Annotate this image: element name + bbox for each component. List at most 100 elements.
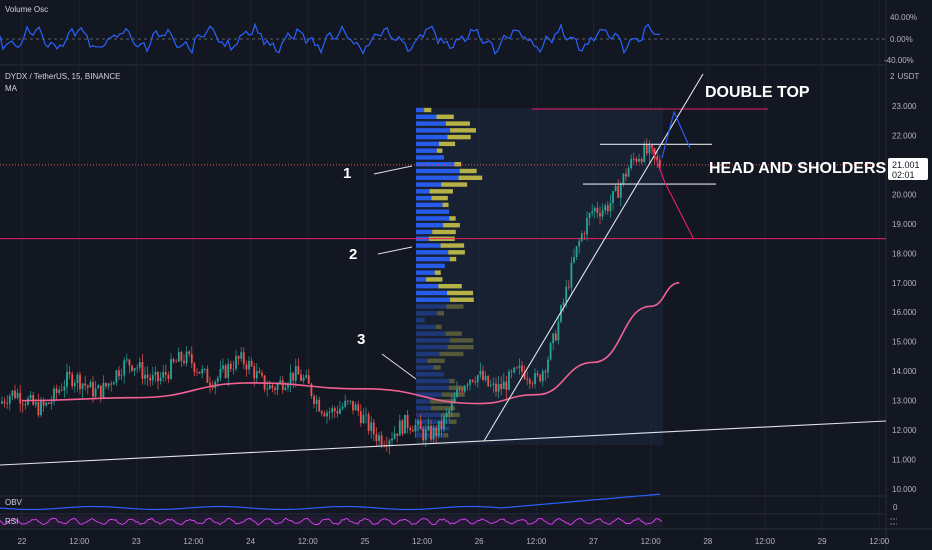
candle-body	[523, 371, 526, 379]
candle-body	[45, 402, 48, 406]
candle-body	[547, 359, 549, 373]
candle-body	[27, 398, 29, 405]
candle-body	[575, 246, 578, 257]
profile-bar-sell	[449, 297, 474, 302]
candle-body	[357, 404, 360, 412]
price-tick: 10.000	[892, 485, 917, 494]
profile-bar-buy	[416, 311, 438, 316]
last-price-badge: 21.001 02:01	[888, 158, 928, 180]
candle-body	[14, 390, 16, 398]
candle-body	[133, 368, 136, 371]
profile-bar-sell	[442, 202, 449, 208]
profile-bar-buy	[416, 378, 450, 384]
profile-bar-buy	[416, 399, 431, 404]
profile-bar-buy	[416, 392, 442, 397]
candle-body	[562, 302, 565, 306]
candle-body	[271, 385, 274, 388]
steep-trendline	[483, 73, 704, 442]
profile-bar-buy	[416, 155, 445, 160]
candle-body	[414, 424, 417, 432]
price-tick: 13.000	[892, 397, 917, 406]
candle-body	[617, 185, 620, 198]
candle-body	[6, 403, 9, 404]
candle-body	[487, 375, 490, 386]
profile-bar-sell	[447, 344, 474, 350]
candle-body	[227, 363, 230, 378]
candle-body	[29, 394, 32, 399]
profile-bar-sell	[439, 351, 464, 357]
candle-body	[138, 362, 141, 368]
profile-bar-buy	[416, 141, 440, 147]
candle-body	[567, 286, 570, 288]
candle-body	[380, 435, 383, 446]
candle-body	[573, 256, 575, 263]
candle-body	[76, 374, 79, 384]
candle-body	[206, 368, 209, 383]
candle-body	[8, 396, 11, 404]
profile-bar-buy	[416, 128, 450, 133]
double-top-label: DOUBLE TOP	[705, 84, 810, 101]
profile-bar-sell	[447, 134, 471, 140]
candle-body	[578, 240, 581, 247]
candle-body	[328, 412, 331, 413]
osc-tick-0: 0.00%	[890, 35, 913, 44]
candle-body	[378, 435, 380, 441]
candle-body	[198, 371, 201, 374]
candle-body	[604, 205, 607, 211]
obv-line	[0, 493, 661, 511]
candle-body	[599, 213, 601, 217]
candle-body	[463, 386, 466, 392]
candle-body	[417, 420, 419, 425]
candle-body	[313, 396, 315, 404]
profile-bar-buy	[416, 324, 436, 330]
time-tick: 12:00	[869, 537, 890, 546]
candle-body	[544, 371, 547, 373]
candle-body	[596, 207, 599, 214]
candle-body	[112, 382, 115, 385]
candle-body	[388, 440, 391, 447]
profile-bar-buy	[416, 209, 450, 214]
candle-body	[149, 377, 152, 381]
candle-body	[315, 399, 318, 404]
profile-bar-sell	[437, 311, 444, 316]
profile-bar-sell	[426, 277, 443, 282]
candle-body	[479, 370, 482, 376]
candle-body	[297, 366, 300, 375]
candle-body	[367, 414, 370, 431]
candle-body	[640, 159, 643, 162]
profile-bar-sell	[454, 162, 462, 167]
candle-body	[448, 410, 451, 414]
profile-bar-buy	[416, 243, 441, 248]
volume-osc-line	[0, 22, 661, 56]
candle-body	[203, 368, 206, 370]
candle-body	[68, 371, 71, 375]
ma-indicator-label: MA	[5, 84, 18, 93]
candle-body	[437, 421, 440, 436]
candle-body	[253, 366, 256, 379]
candle-body	[258, 371, 261, 373]
price-tick: 14.000	[892, 367, 917, 376]
candle-body	[235, 356, 237, 369]
candle-body	[554, 333, 557, 341]
double-top-path	[661, 110, 691, 159]
time-tick: 25	[360, 537, 369, 546]
profile-bar-buy	[416, 317, 425, 323]
zone-3-pointer	[381, 353, 417, 380]
candle-body	[456, 389, 458, 398]
candle-body	[1, 401, 3, 404]
profile-bar-buy	[416, 297, 450, 302]
profile-bar-sell	[458, 175, 483, 180]
candle-body	[331, 408, 334, 413]
symbol-title: DYDX / TetherUS, 15, BINANCE	[5, 72, 120, 81]
candle-body	[326, 412, 328, 417]
zone-label-3: 3	[357, 331, 365, 348]
candle-body	[365, 414, 367, 416]
profile-bar-buy	[416, 372, 445, 377]
candle-body	[427, 425, 430, 430]
profile-bar-buy	[416, 168, 460, 174]
candle-body	[622, 173, 625, 185]
candle-body	[66, 371, 68, 387]
candle-body	[102, 382, 105, 398]
zone-label-2: 2	[349, 246, 357, 263]
